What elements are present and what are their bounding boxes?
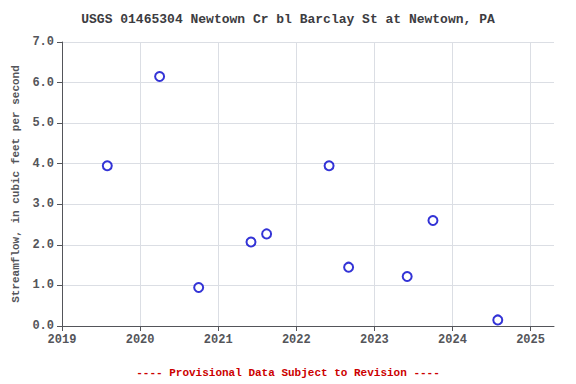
- svg-text:2022: 2022: [282, 333, 311, 347]
- svg-text:2019: 2019: [48, 333, 77, 347]
- svg-text:3.0: 3.0: [32, 197, 54, 211]
- svg-text:5.0: 5.0: [32, 116, 54, 130]
- svg-text:0.0: 0.0: [32, 319, 54, 333]
- svg-text:6.0: 6.0: [32, 76, 54, 90]
- svg-text:USGS 01465304 Newtown Cr bl Ba: USGS 01465304 Newtown Cr bl Barclay St a…: [81, 12, 495, 27]
- svg-text:2023: 2023: [360, 333, 389, 347]
- svg-text:Streamflow, in cubic feet per: Streamflow, in cubic feet per second: [10, 65, 22, 303]
- svg-text:2021: 2021: [204, 333, 233, 347]
- svg-text:2.0: 2.0: [32, 238, 54, 252]
- svg-text:---- Provisional Data Subject: ---- Provisional Data Subject to Revisio…: [136, 367, 440, 379]
- svg-text:4.0: 4.0: [32, 157, 54, 171]
- svg-text:2025: 2025: [516, 333, 545, 347]
- svg-text:1.0: 1.0: [32, 278, 54, 292]
- svg-text:2020: 2020: [126, 333, 155, 347]
- svg-text:2024: 2024: [438, 333, 467, 347]
- svg-text:7.0: 7.0: [32, 35, 54, 49]
